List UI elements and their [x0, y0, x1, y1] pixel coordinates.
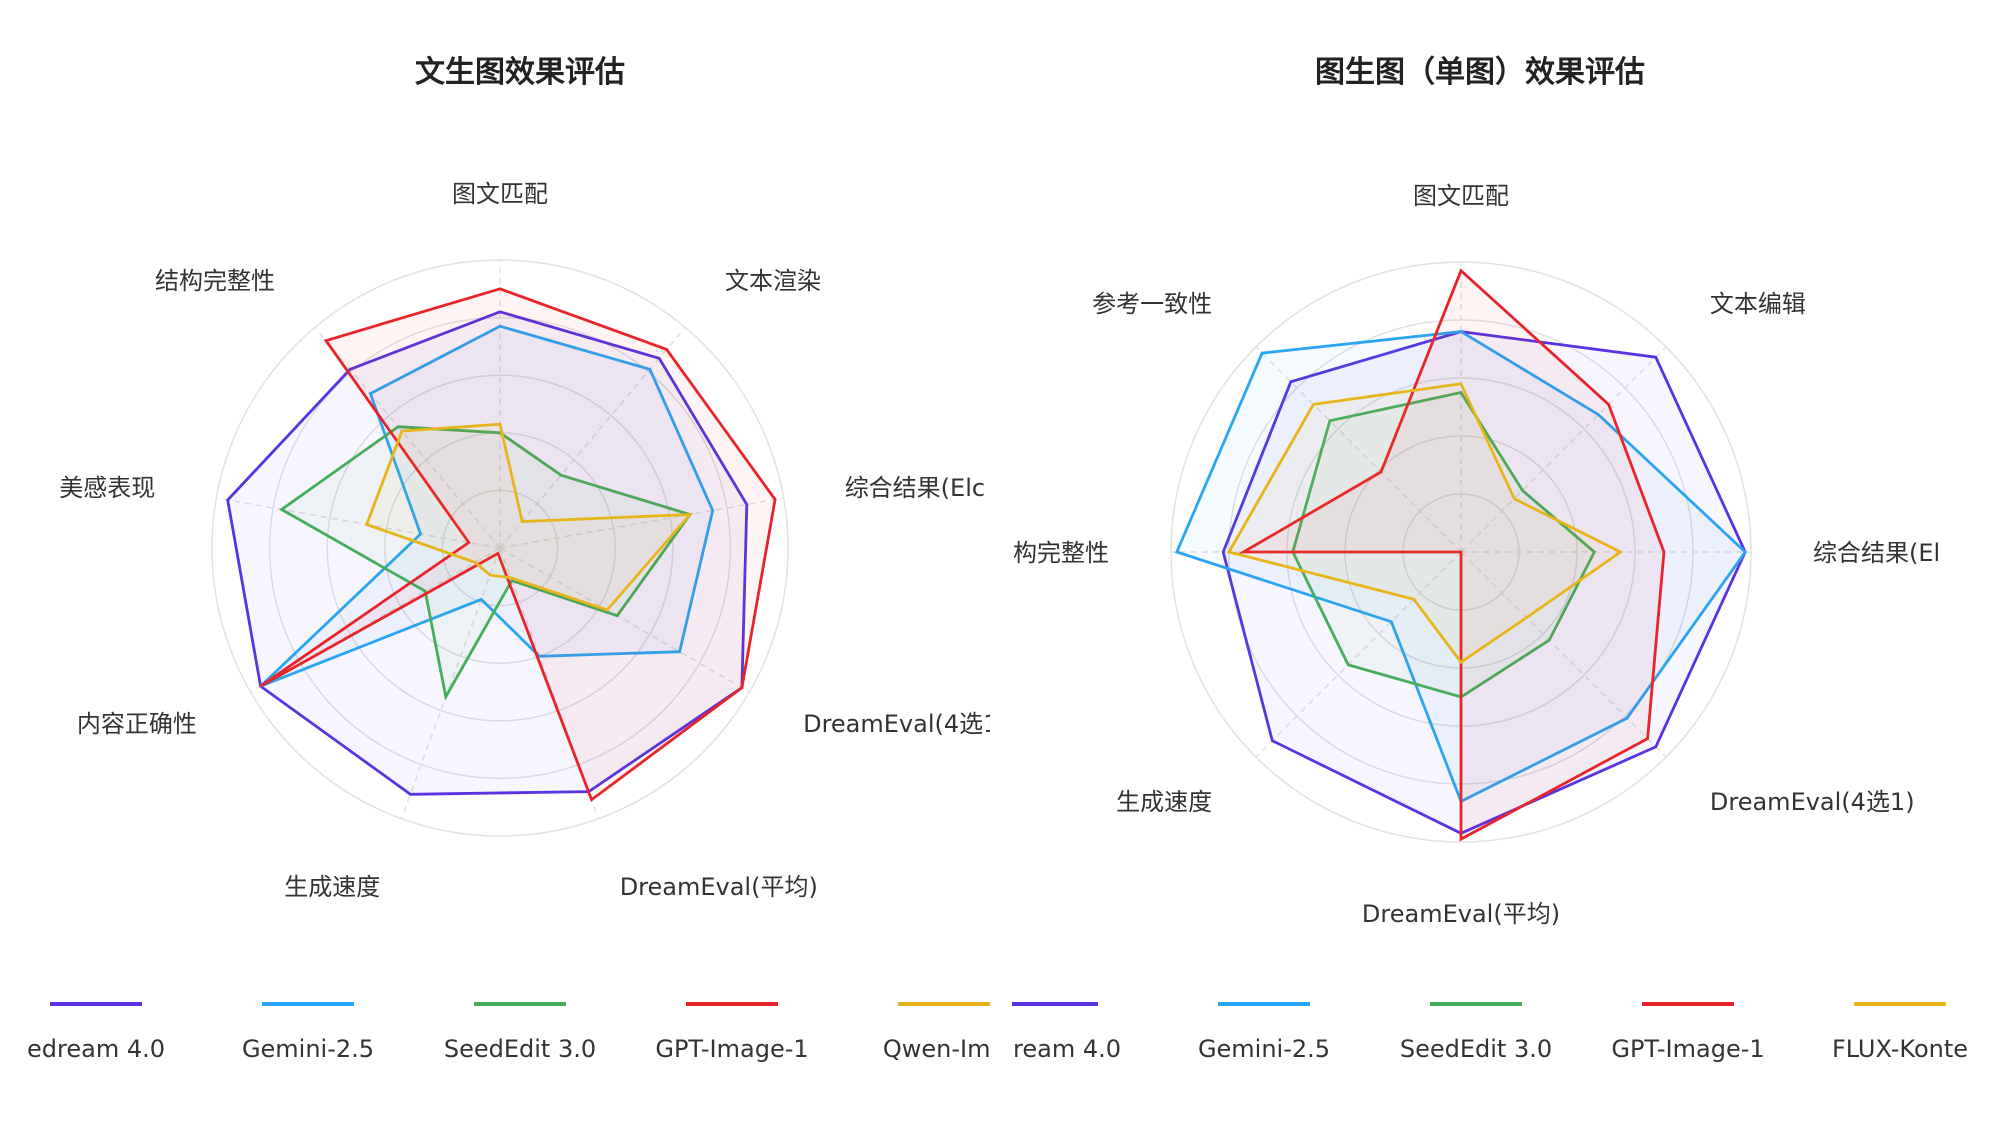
axis-spoke: [499, 497, 784, 549]
axis-label: 美感表现: [59, 474, 155, 502]
grid-circle: [326, 374, 674, 722]
series-2-polygon: [259, 324, 715, 688]
axis-label: 综合结果(El: [1813, 539, 1940, 567]
axis-label: DreamEval(平均): [1362, 900, 1560, 928]
legend: edream 4.0 Gemini-2.5 SeedEdit 3.0 GPT-Imag…: [27, 1002, 1005, 1063]
grid-circle: [268, 316, 732, 780]
axis-spoke: [499, 326, 686, 549]
legend-label: edream 4.0: [27, 1035, 165, 1063]
series-1-polygon: [226, 310, 749, 796]
axis-spoke: [216, 497, 501, 549]
axis-label: DreamEval(4选1): [803, 710, 1008, 738]
series-5-polygon: [1226, 382, 1624, 665]
legend-label: Gemini-2.5: [242, 1035, 374, 1063]
axis-label: 结构完整性: [155, 267, 275, 295]
axis-spoke: [1255, 551, 1462, 758]
axis-label: 内容正确性: [77, 710, 197, 738]
axis-label: 参考一致性: [1092, 290, 1212, 318]
axis-label: 文本渲染: [725, 267, 821, 295]
axis-label: 构完整性: [1013, 539, 1109, 567]
legend-label: FLUX-Konte: [1832, 1035, 1968, 1063]
axis-label: 图文匹配: [1413, 182, 1509, 210]
legend-label: SeedEdit 3.0: [1400, 1035, 1552, 1063]
axis-spoke: [1460, 551, 1667, 758]
legend-label: edream 4.0: [983, 1035, 1121, 1063]
legend-label: GPT-Image-1: [1611, 1035, 1764, 1063]
axis-spoke: [1460, 346, 1667, 553]
legend: edream 4.0 Gemini-2.5 SeedEdit 3.0 GPT-Imag…: [983, 1002, 1968, 1063]
axis-spoke: [499, 547, 750, 693]
axis-label: DreamEval(4选1): [1710, 788, 1915, 816]
legend-label: Qwen-Ima: [883, 1035, 1005, 1063]
axis-label: DreamEval(平均): [620, 873, 818, 901]
radar-grid: [211, 259, 789, 837]
series-5-polygon: [364, 422, 694, 612]
series-4-polygon: [1238, 268, 1666, 842]
axis-label: 生成速度: [284, 873, 380, 901]
axis-spoke: [499, 547, 600, 819]
legend-label: GPT-Image-1: [655, 1035, 808, 1063]
legend-label: SeedEdit 3.0: [444, 1035, 596, 1063]
axis-spoke: [314, 326, 501, 549]
axis-label: 图文匹配: [452, 180, 548, 208]
chart-title: 文生图效果评估: [415, 55, 625, 90]
legend-label: Gemini-2.5: [1198, 1035, 1330, 1063]
axis-spoke: [400, 547, 501, 819]
axis-spoke: [1255, 346, 1462, 553]
axis-spoke: [250, 547, 501, 693]
chart-title: 图生图（单图）效果评估: [1315, 55, 1645, 90]
axis-label: 文本编辑: [1710, 290, 1806, 318]
axis-label: 综合结果(Elc: [845, 474, 985, 502]
axis-label: 生成速度: [1116, 788, 1212, 816]
